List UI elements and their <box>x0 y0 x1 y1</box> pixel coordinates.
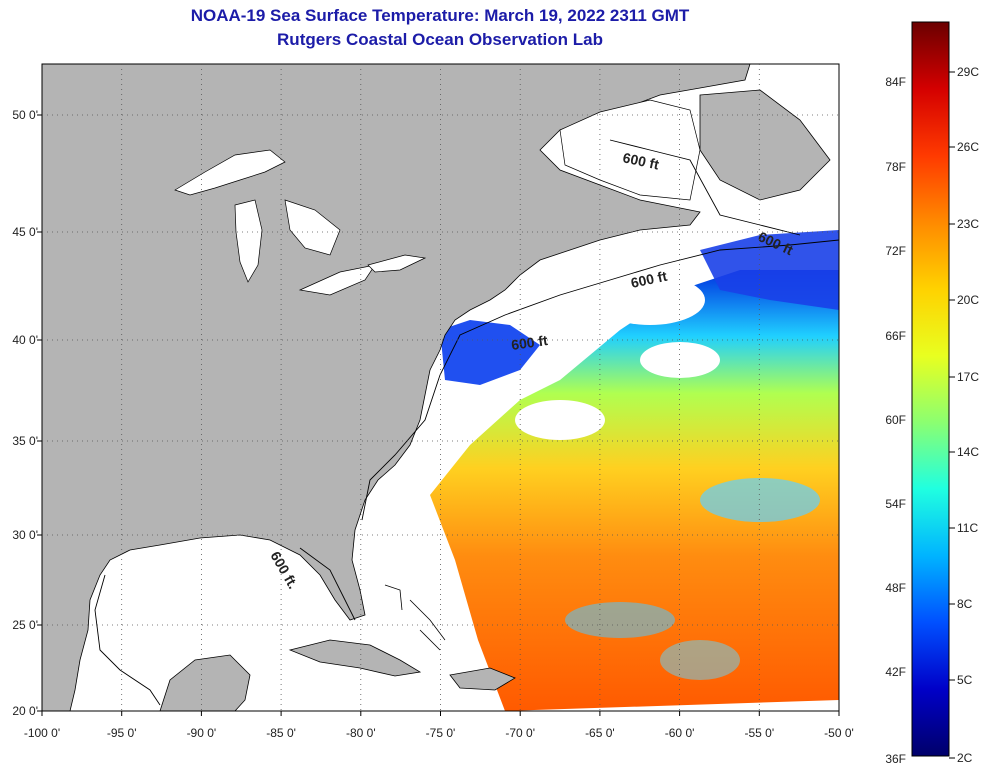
longitude-label: -85 0' <box>266 726 296 740</box>
colorbar-fahrenheit-ticks: 84F 78F 72F 66F 60F 54F 48F 42F 36F <box>885 75 906 766</box>
chart-subtitle: Rutgers Coastal Ocean Observation Lab <box>277 30 603 49</box>
longitude-label: -50 0' <box>824 726 854 740</box>
colorbar-f-label: 36F <box>885 752 906 766</box>
colorbar-c-label: 23C <box>957 217 979 231</box>
latitude-label: 40 0' <box>12 333 38 347</box>
latitude-label: 30 0' <box>12 528 38 542</box>
colorbar-c-label: 29C <box>957 65 979 79</box>
sst-cool-eddy <box>700 478 820 522</box>
gulf-st-lawrence <box>559 99 701 201</box>
land-cuba <box>288 639 422 677</box>
colorbar-c-label: 26C <box>957 140 979 154</box>
latitude-label: 35 0' <box>12 434 38 448</box>
colorbar-c-label: 8C <box>957 597 973 611</box>
colorbar-c-label: 5C <box>957 673 973 687</box>
sst-cool-eddy <box>660 640 740 680</box>
lake-michigan <box>234 199 263 283</box>
map-layers <box>42 64 839 711</box>
colorbar-gradient <box>911 21 950 757</box>
isobath-600ft <box>94 139 839 706</box>
longitude-label: -90 0' <box>187 726 217 740</box>
sst-shelf-cold <box>440 320 540 385</box>
colorbar-f-label: 84F <box>885 75 906 89</box>
latitude-label: 50 0' <box>12 108 38 122</box>
chart-title: NOAA-19 Sea Surface Temperature: March 1… <box>190 6 690 25</box>
land-newfoundland <box>699 89 831 201</box>
sst-cloud-patch <box>640 342 720 378</box>
land-north-america <box>42 64 751 711</box>
colorbar-f-label: 78F <box>885 160 906 174</box>
colorbar-c-label: 20C <box>957 293 979 307</box>
colorbar-f-label: 42F <box>885 665 906 679</box>
longitude-label: -55 0' <box>744 726 774 740</box>
longitude-label: -60 0' <box>665 726 695 740</box>
longitude-label: -70 0' <box>505 726 535 740</box>
longitude-axis: -100 0' -95 0' -90 0' -85 0' -80 0' -75 0' -70… <box>24 711 854 740</box>
lake-erie <box>298 264 376 296</box>
colorbar-f-label: 54F <box>885 497 906 511</box>
lake-huron <box>284 199 341 256</box>
longitude-label: -100 0' <box>24 726 60 740</box>
sst-cool-eddy <box>565 602 675 638</box>
land-bahamas <box>384 584 446 651</box>
colorbar-f-label: 60F <box>885 413 906 427</box>
contour-label: 600 ft <box>629 268 668 291</box>
land-yucatan <box>159 654 251 711</box>
colorbar-f-label: 72F <box>885 244 906 258</box>
longitude-label: -80 0' <box>346 726 376 740</box>
contour-label: 600 ft <box>621 149 660 172</box>
longitude-label: -75 0' <box>426 726 456 740</box>
colorbar-f-label: 66F <box>885 329 906 343</box>
colorbar-c-label: 11C <box>957 521 978 535</box>
longitude-label: -65 0' <box>585 726 615 740</box>
colorbar-celsius-ticks: 29C 26C 23C 20C 17C 14C 11C 8C 5C 2C <box>949 65 979 765</box>
lake-ontario <box>367 254 427 273</box>
sst-cloud-patch <box>515 400 605 440</box>
latitude-label: 25 0' <box>12 618 38 632</box>
longitude-label: -95 0' <box>107 726 137 740</box>
sst-cloud-patch <box>595 275 705 325</box>
colorbar-c-label: 2C <box>957 751 973 765</box>
latitude-axis: 50 0' 45 0' 40 0' 35 0' 30 0' 25 0' 20 0' <box>12 108 42 718</box>
lake-superior <box>174 149 286 196</box>
colorbar-c-label: 14C <box>957 445 979 459</box>
land-hispaniola <box>449 667 516 691</box>
colorbar-c-label: 17C <box>957 370 979 384</box>
sst-cold-northeast <box>700 230 839 310</box>
contour-label: 600 ft <box>510 332 549 353</box>
latitude-label: 20 0' <box>12 704 38 718</box>
latitude-label: 45 0' <box>12 225 38 239</box>
sst-swath <box>430 270 839 711</box>
colorbar-f-label: 48F <box>885 581 906 595</box>
